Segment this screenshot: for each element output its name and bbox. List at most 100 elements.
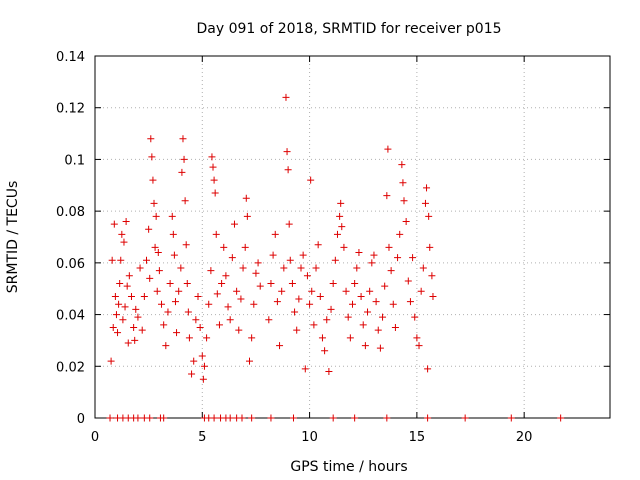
data-point xyxy=(409,254,417,262)
data-point xyxy=(158,300,166,308)
data-point xyxy=(127,292,135,300)
data-point xyxy=(424,365,432,373)
data-point xyxy=(400,197,408,205)
data-point xyxy=(162,342,170,350)
data-point xyxy=(200,362,208,370)
data-point xyxy=(136,264,144,272)
data-point xyxy=(198,352,206,360)
data-point xyxy=(423,184,431,192)
data-point xyxy=(396,230,404,238)
data-point xyxy=(383,192,391,200)
data-point xyxy=(145,225,153,233)
plot-frame xyxy=(94,55,611,419)
y-tick-label: 0.06 xyxy=(56,257,85,272)
data-point xyxy=(391,324,399,331)
data-point xyxy=(417,287,425,295)
data-point xyxy=(131,336,139,344)
data-point xyxy=(175,287,183,295)
data-point xyxy=(148,153,156,161)
data-point xyxy=(288,280,296,288)
data-point xyxy=(185,334,193,342)
data-point xyxy=(336,212,344,220)
data-point xyxy=(385,243,393,251)
data-point xyxy=(428,272,436,280)
data-point xyxy=(164,308,172,316)
data-point xyxy=(297,264,305,272)
data-point xyxy=(238,414,246,422)
data-point xyxy=(359,321,367,329)
data-point xyxy=(192,316,200,324)
data-point xyxy=(121,303,129,311)
data-point xyxy=(307,176,315,184)
data-point xyxy=(286,256,294,264)
data-point xyxy=(429,292,437,300)
data-point xyxy=(461,414,469,422)
data-point xyxy=(212,230,220,238)
data-point xyxy=(116,280,124,288)
data-point xyxy=(115,300,123,308)
y-tick-label: 0.02 xyxy=(56,360,85,375)
data-point xyxy=(308,287,316,295)
data-point xyxy=(235,326,243,334)
y-tick-label: 0.08 xyxy=(56,205,85,220)
data-point xyxy=(184,308,192,316)
x-tick-label: 0 xyxy=(91,430,99,445)
data-point xyxy=(181,197,189,205)
data-point xyxy=(415,342,423,350)
data-point xyxy=(112,311,120,319)
data-point xyxy=(342,287,350,295)
x-tick-label: 15 xyxy=(409,430,426,445)
data-point xyxy=(134,313,142,321)
data-point xyxy=(355,249,363,257)
data-point xyxy=(160,321,168,329)
data-point xyxy=(123,282,131,290)
data-point xyxy=(210,414,218,422)
data-point xyxy=(246,357,253,365)
data-point xyxy=(376,344,384,352)
data-point xyxy=(344,313,352,321)
data-point xyxy=(383,414,391,422)
data-point xyxy=(199,375,207,383)
data-point xyxy=(269,251,277,259)
data-point xyxy=(178,168,186,176)
data-point xyxy=(323,316,331,324)
data-point xyxy=(338,223,346,231)
data-point xyxy=(276,342,284,350)
data-point xyxy=(316,292,324,300)
data-point xyxy=(248,334,256,342)
data-point xyxy=(337,199,345,207)
data-point xyxy=(173,329,181,337)
data-point xyxy=(196,324,204,331)
data-point xyxy=(182,241,190,249)
data-point xyxy=(404,277,412,285)
y-tick-label: 0.12 xyxy=(56,102,85,117)
data-point xyxy=(329,414,337,422)
data-point xyxy=(285,220,293,228)
data-point xyxy=(346,334,354,342)
data-point xyxy=(301,365,309,373)
data-point xyxy=(424,414,432,422)
data-point xyxy=(124,339,132,347)
data-point xyxy=(406,298,414,306)
data-point xyxy=(299,251,307,259)
data-point xyxy=(381,282,389,290)
data-point xyxy=(267,414,275,422)
data-point xyxy=(218,280,226,288)
data-point xyxy=(306,300,314,308)
data-point xyxy=(351,280,359,288)
data-point xyxy=(254,259,262,267)
data-point xyxy=(203,334,211,342)
data-point xyxy=(149,176,157,184)
data-point xyxy=(349,300,356,308)
data-point xyxy=(278,287,286,295)
data-point xyxy=(291,308,299,316)
data-point xyxy=(289,414,297,422)
data-point xyxy=(557,414,565,422)
data-point xyxy=(283,148,291,156)
data-point xyxy=(252,269,260,277)
data-point xyxy=(421,199,429,207)
data-point xyxy=(507,414,515,422)
data-point xyxy=(224,303,232,311)
data-point xyxy=(426,243,434,251)
